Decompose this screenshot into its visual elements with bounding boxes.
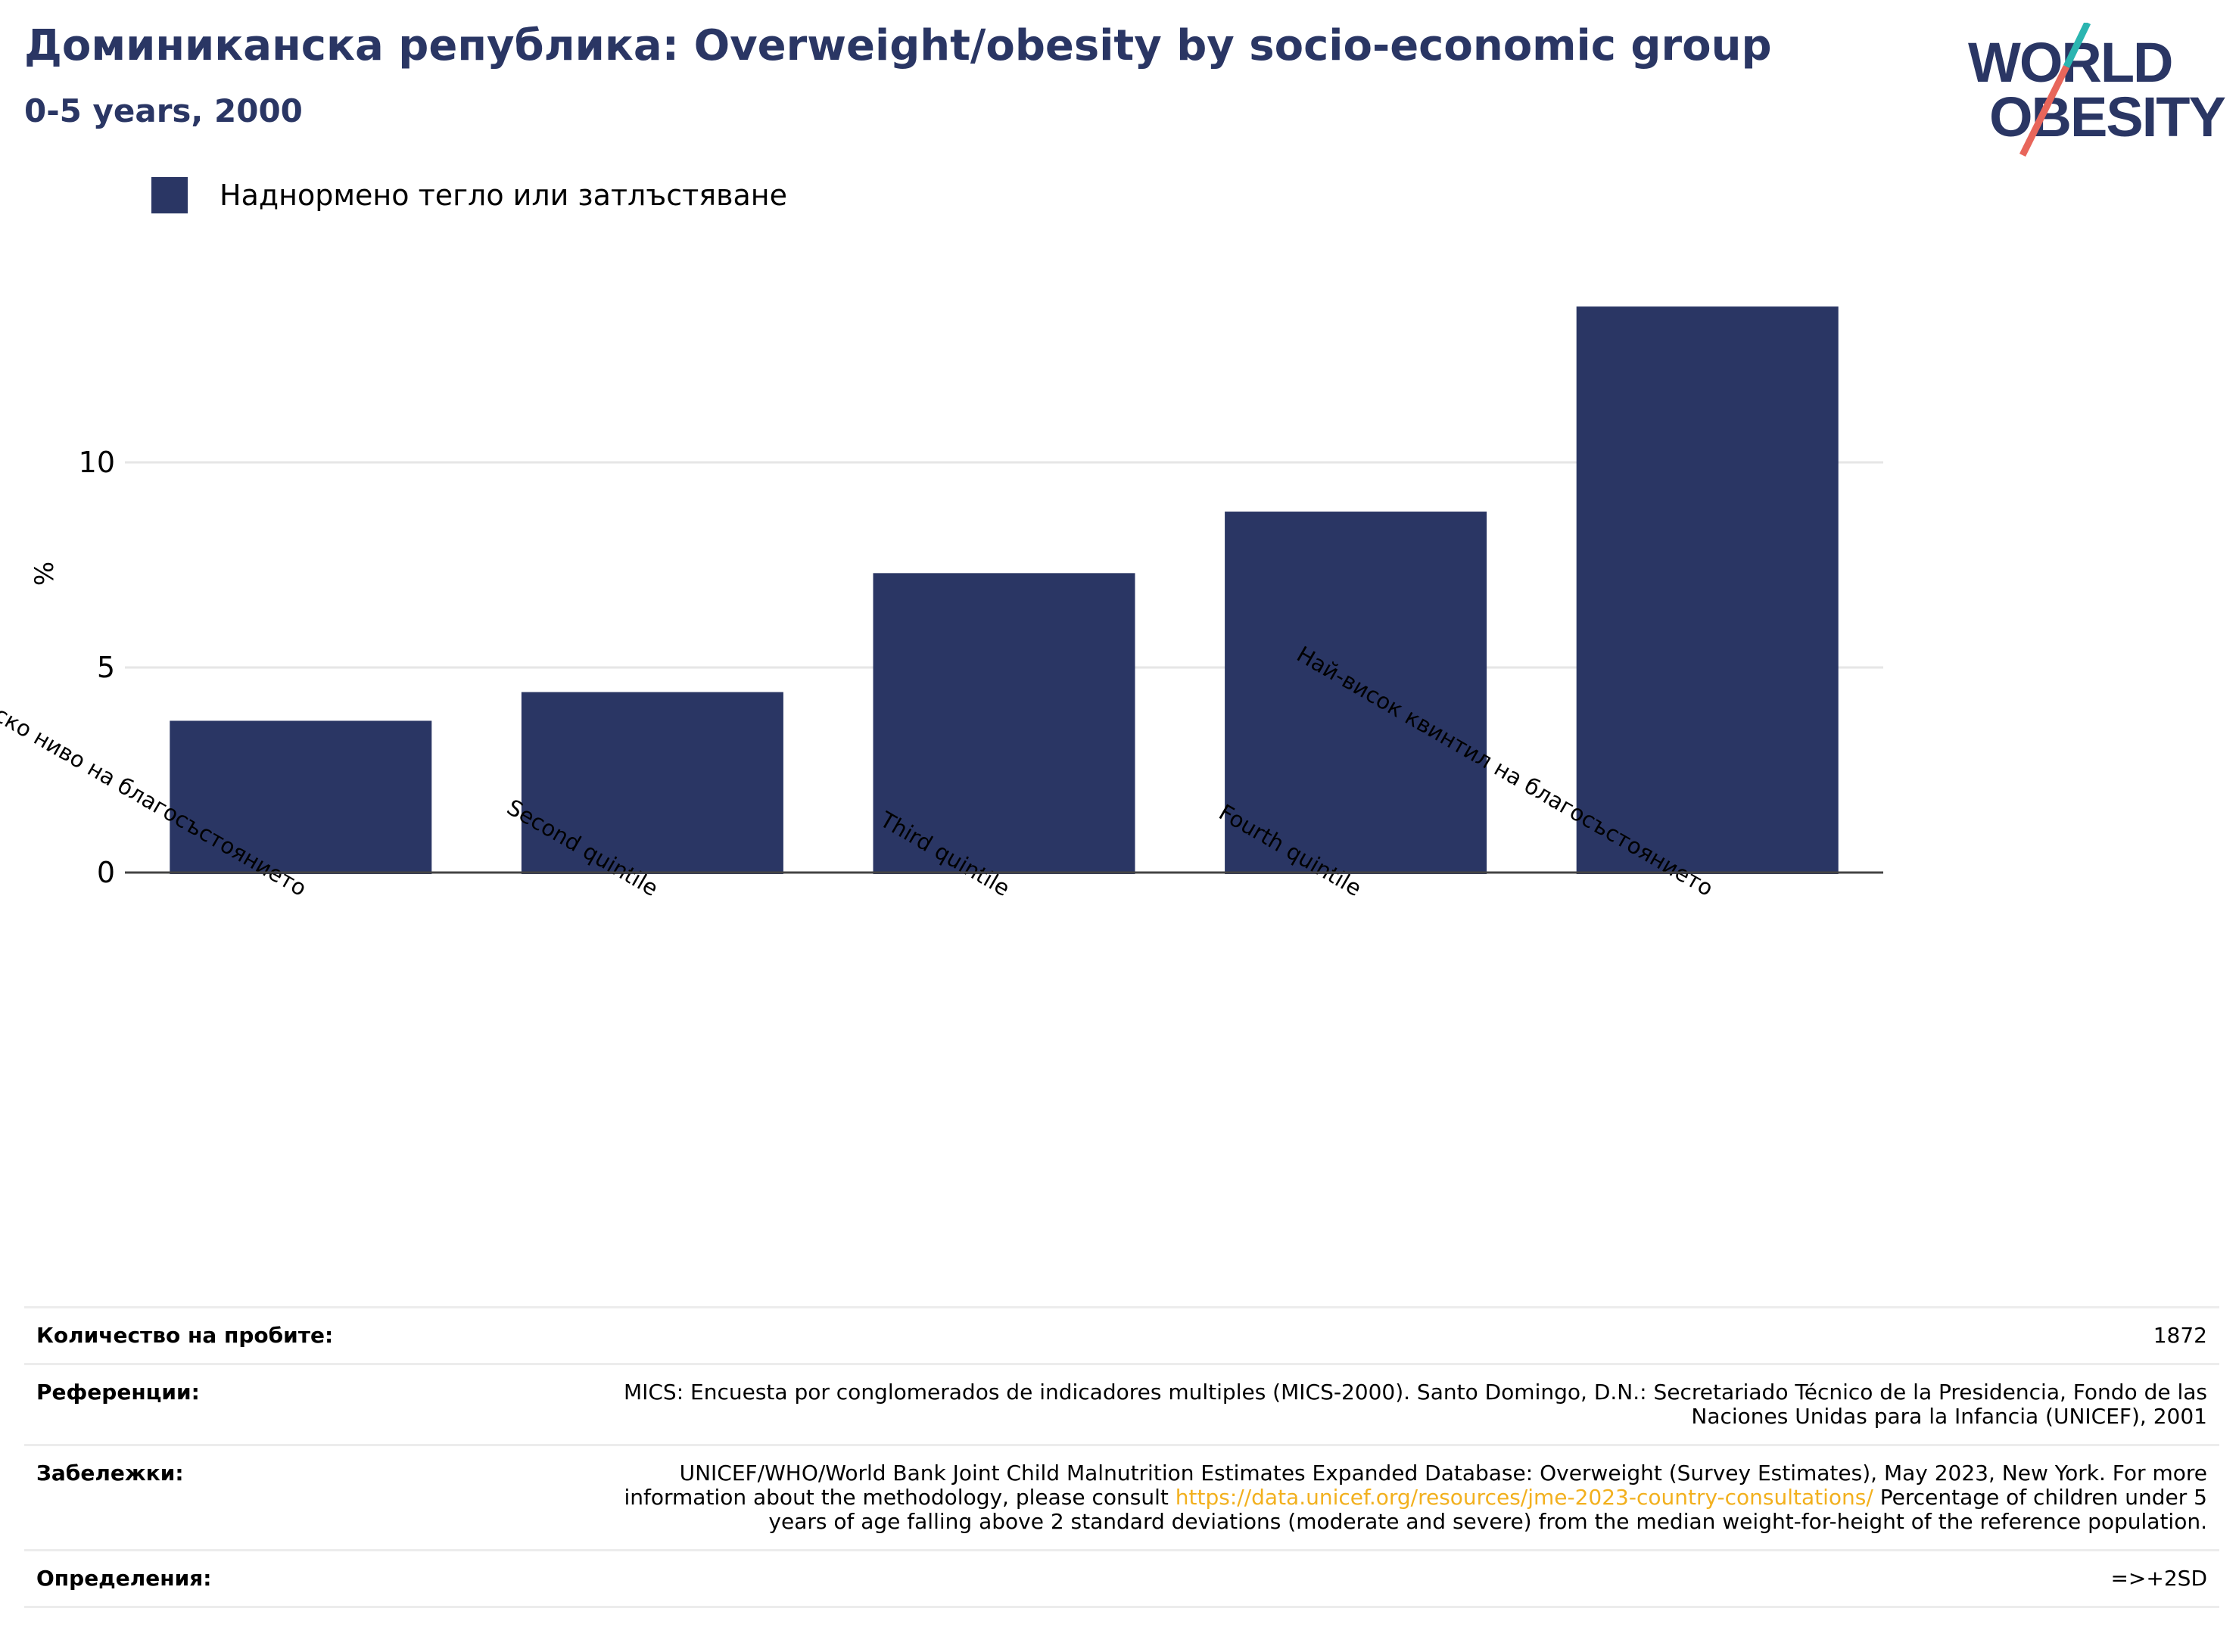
chart-legend: Наднормено тегло или затлъстяване <box>151 177 787 213</box>
page-title: Доминиканска република: Overweight/obesi… <box>24 21 1772 70</box>
notes-text-pre: UNICEF/WHO/World Bank Joint Child Malnut… <box>624 1461 2208 1510</box>
info-value: =>+2SD <box>2110 1566 2207 1591</box>
info-key: Определения: <box>36 1566 212 1591</box>
info-row-sample-size: Количество на пробите: 1872 <box>24 1306 2219 1363</box>
world-obesity-logo: WORLD OBESITY <box>1968 23 2225 157</box>
methodology-link[interactable]: https://data.unicef.org/resources/jme-20… <box>1175 1485 1873 1510</box>
y-tick-label: 0 <box>97 856 115 889</box>
notes-text-post: Percentage of children under 5 years of … <box>768 1485 2207 1534</box>
y-tick-label: 5 <box>97 651 115 684</box>
info-key: Количество на пробите: <box>36 1323 334 1348</box>
page-subtitle: 0-5 years, 2000 <box>24 92 303 129</box>
bar <box>521 692 783 874</box>
logo-slash-teal <box>2063 23 2091 68</box>
info-value: 1872 <box>2153 1323 2207 1348</box>
bar <box>1576 306 1839 874</box>
legend-label: Наднормено тегло или затлъстяване <box>220 179 787 212</box>
bar <box>1225 512 1487 874</box>
info-value: MICS: Encuesta por conglomerados de indi… <box>623 1380 2207 1429</box>
y-tick-label: 10 <box>79 446 115 479</box>
logo-slash-coral <box>2019 65 2070 157</box>
info-value: UNICEF/WHO/World Bank Joint Child Malnut… <box>618 1461 2208 1534</box>
info-key: Референции: <box>36 1380 200 1405</box>
bar <box>170 720 432 874</box>
legend-swatch <box>151 177 188 213</box>
info-table: Количество на пробите: 1872 Референции: … <box>24 1306 2219 1608</box>
info-key: Забележки: <box>36 1461 184 1486</box>
info-row-notes: Забележки: UNICEF/WHO/World Bank Joint C… <box>24 1444 2219 1549</box>
y-axis-label: % <box>30 562 60 586</box>
info-row-definitions: Определения: =>+2SD <box>24 1549 2219 1608</box>
bar <box>873 573 1135 874</box>
info-row-references: Референции: MICS: Encuesta por conglomer… <box>24 1363 2219 1444</box>
